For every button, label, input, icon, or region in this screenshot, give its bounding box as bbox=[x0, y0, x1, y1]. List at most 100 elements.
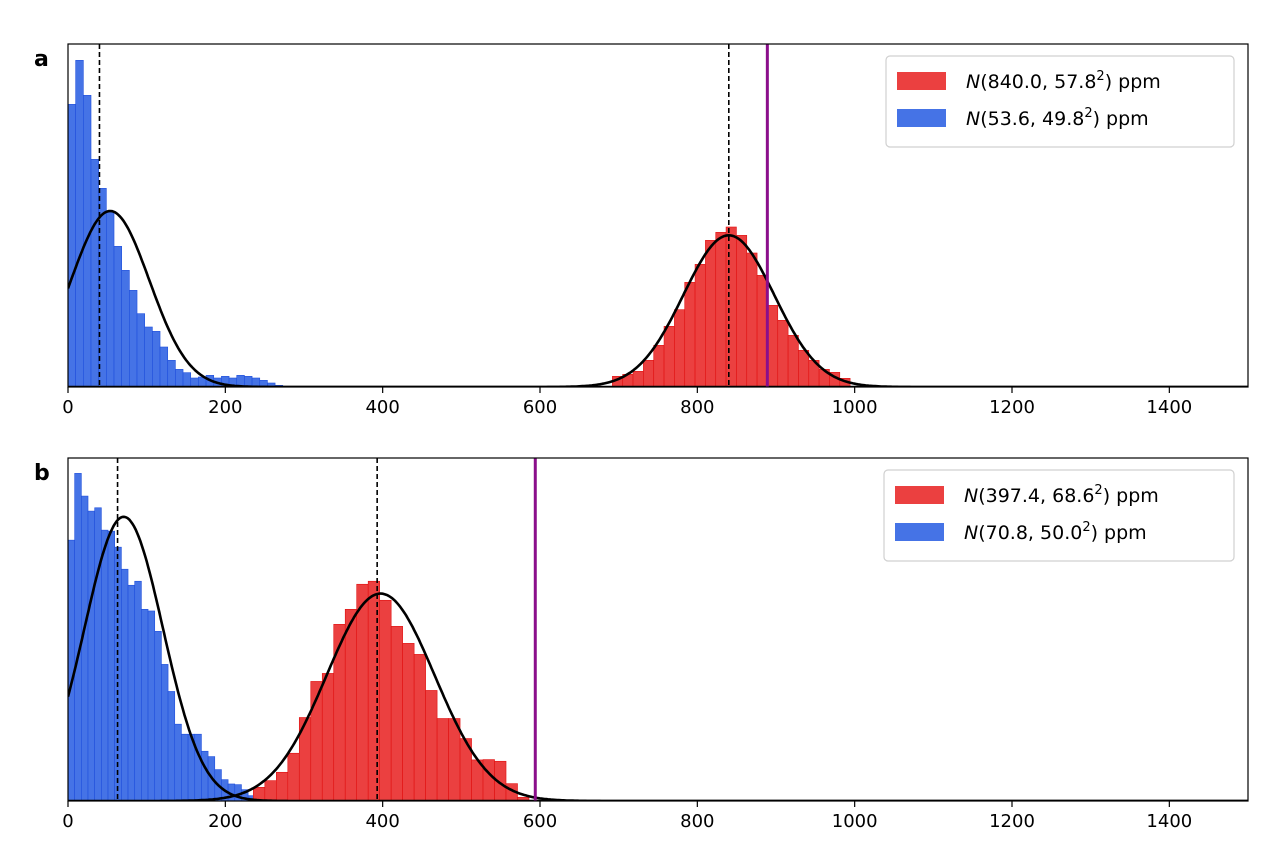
histogram-bar-blue bbox=[144, 326, 153, 387]
histogram-bar-blue bbox=[167, 691, 176, 801]
legend-text-part: N bbox=[964, 522, 978, 544]
histogram-bar-red bbox=[321, 673, 335, 801]
histogram-bar-red bbox=[356, 583, 369, 801]
histogram-bar-red bbox=[705, 240, 717, 387]
histogram-bar-blue bbox=[134, 580, 142, 801]
histogram-bar-blue bbox=[174, 723, 182, 801]
legend-label-blue: N(53.6, 49.82) ppm bbox=[966, 106, 1149, 130]
histogram-bar-red bbox=[264, 780, 277, 801]
histogram-bar-blue bbox=[94, 507, 102, 801]
panel-label: a bbox=[34, 47, 49, 72]
histogram-bar-blue bbox=[147, 610, 156, 801]
histogram-bar-blue bbox=[267, 382, 276, 387]
histogram-bar-red bbox=[787, 335, 799, 387]
legend-text-part: (70.8, 50.0 bbox=[978, 522, 1082, 544]
histogram-bar-red bbox=[715, 232, 727, 387]
legend-label-red: N(397.4, 68.62) ppm bbox=[964, 483, 1159, 507]
histogram-bar-red bbox=[725, 226, 737, 387]
histogram-bar-red bbox=[287, 752, 300, 801]
histogram-bar-red bbox=[276, 771, 289, 801]
histogram-bar-red bbox=[632, 371, 644, 387]
legend-box bbox=[885, 55, 1235, 148]
histogram-bar-blue bbox=[175, 369, 184, 387]
x-tick-label: 0 bbox=[62, 811, 73, 832]
legend-box bbox=[883, 469, 1235, 562]
x-tick-label: 800 bbox=[680, 397, 714, 418]
histogram-bar-red bbox=[684, 282, 696, 387]
histogram-bar-red bbox=[390, 626, 403, 801]
legend-label-blue: N(70.8, 50.02) ppm bbox=[964, 520, 1147, 544]
x-tick-label: 400 bbox=[365, 397, 399, 418]
histogram-bar-red bbox=[777, 320, 789, 387]
histogram-bar-red bbox=[436, 718, 449, 801]
panel-label: b bbox=[34, 461, 50, 486]
histogram-bar-red bbox=[344, 608, 358, 801]
histogram-bar-red bbox=[736, 235, 748, 387]
histogram-bar-blue bbox=[107, 530, 115, 801]
histogram-bar-blue bbox=[75, 60, 84, 387]
axes-frame bbox=[67, 43, 1249, 388]
histogram-bar-red bbox=[694, 264, 706, 387]
legend-text-part: 2 bbox=[1096, 69, 1104, 84]
histogram-bar-blue bbox=[121, 270, 130, 387]
legend-text-part: N bbox=[966, 71, 980, 93]
legend-text-part: ) ppm bbox=[1093, 108, 1149, 130]
histogram-bar-blue bbox=[81, 495, 89, 801]
legend-text-part: ) ppm bbox=[1105, 71, 1161, 93]
histogram-bar-red bbox=[494, 760, 507, 801]
x-tick-label: 0 bbox=[62, 397, 73, 418]
histogram-bar-red bbox=[643, 360, 655, 387]
histogram-bar-blue bbox=[74, 473, 82, 801]
histogram-bar-blue bbox=[127, 584, 136, 801]
x-tick-label: 1200 bbox=[989, 397, 1035, 418]
legend-text-part: N bbox=[966, 108, 980, 130]
x-tick-label: 200 bbox=[208, 397, 242, 418]
legend-text-part: (397.4, 68.6 bbox=[978, 485, 1094, 507]
histogram-bar-blue bbox=[201, 750, 209, 801]
x-tick-label: 1000 bbox=[832, 811, 878, 832]
histogram-bar-blue bbox=[167, 360, 176, 387]
histogram-bar-red bbox=[746, 252, 758, 387]
x-tick-label: 1000 bbox=[832, 397, 878, 418]
axes-frame bbox=[67, 457, 1249, 802]
x-tick-label: 200 bbox=[208, 811, 242, 832]
legend-swatch-red bbox=[897, 72, 946, 90]
legend-swatch-red bbox=[895, 486, 944, 504]
histogram-bar-blue bbox=[106, 210, 115, 387]
histogram-bar-red bbox=[653, 345, 665, 387]
histogram-bar-blue bbox=[182, 372, 192, 387]
histogram-bar-blue bbox=[121, 568, 129, 801]
normal-fit-curve-red bbox=[68, 233, 1248, 387]
legend-text-part: N bbox=[964, 485, 978, 507]
histogram-bar-red bbox=[448, 718, 461, 801]
histogram-bar-blue bbox=[161, 664, 169, 801]
histogram-bar-blue bbox=[181, 733, 189, 801]
histogram-bar-blue bbox=[190, 377, 199, 387]
legend-label-red: N(840.0, 57.82) ppm bbox=[966, 69, 1161, 93]
legend-text-part: (53.6, 49.8 bbox=[980, 108, 1084, 130]
legend-swatch-blue bbox=[897, 109, 946, 127]
x-tick-label: 800 bbox=[680, 811, 714, 832]
legend-text-part: ) ppm bbox=[1103, 485, 1159, 507]
histogram-bar-red bbox=[798, 350, 810, 387]
histogram-bar-blue bbox=[154, 631, 162, 801]
x-tick-label: 600 bbox=[523, 811, 557, 832]
histogram-bar-blue bbox=[141, 608, 149, 801]
histogram-bar-red bbox=[767, 305, 779, 387]
histogram-bar-blue bbox=[101, 529, 109, 801]
histogram-bar-blue bbox=[68, 104, 76, 387]
legend-text-part: 2 bbox=[1082, 520, 1090, 535]
histogram-bar-red bbox=[402, 643, 415, 801]
legend-text-part: 2 bbox=[1094, 483, 1102, 498]
legend-text-part: (840.0, 57.8 bbox=[980, 71, 1096, 93]
histogram-bar-blue bbox=[90, 159, 99, 387]
histogram-bar-blue bbox=[194, 733, 202, 801]
histogram-bar-blue bbox=[113, 246, 122, 387]
histogram-bar-blue bbox=[136, 313, 145, 387]
histogram-bar-red bbox=[674, 309, 686, 387]
